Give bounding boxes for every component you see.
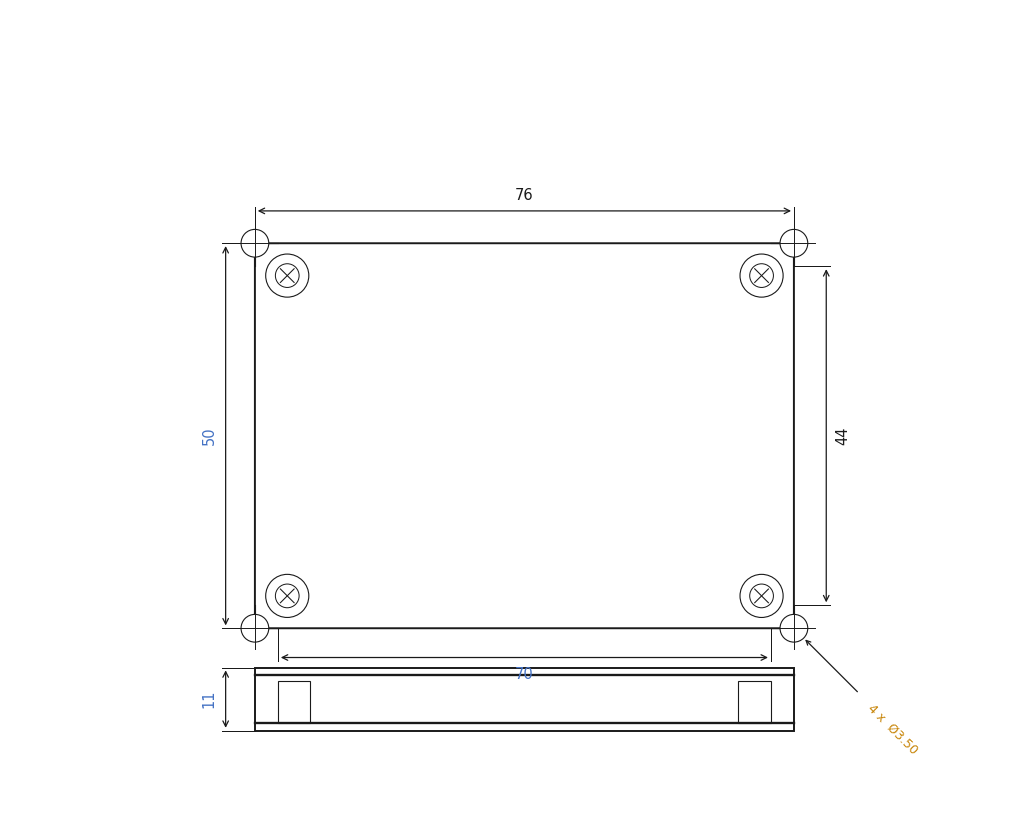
Text: 11: 11 <box>201 690 216 708</box>
Bar <box>255 668 794 731</box>
Circle shape <box>241 229 269 257</box>
Text: 50: 50 <box>201 427 216 445</box>
Circle shape <box>780 229 808 257</box>
Circle shape <box>265 575 309 617</box>
Circle shape <box>276 264 300 287</box>
Bar <box>739 680 771 723</box>
Text: 4 x  Ø3.50: 4 x Ø3.50 <box>866 701 920 757</box>
Circle shape <box>780 614 808 642</box>
Circle shape <box>750 584 774 608</box>
Circle shape <box>750 264 774 287</box>
Circle shape <box>265 254 309 297</box>
Text: 44: 44 <box>836 427 850 445</box>
Circle shape <box>740 254 783 297</box>
Circle shape <box>740 575 783 617</box>
Text: 70: 70 <box>515 667 534 682</box>
Circle shape <box>276 584 300 608</box>
Bar <box>278 680 310 723</box>
Text: 76: 76 <box>515 188 534 203</box>
Circle shape <box>241 614 269 642</box>
